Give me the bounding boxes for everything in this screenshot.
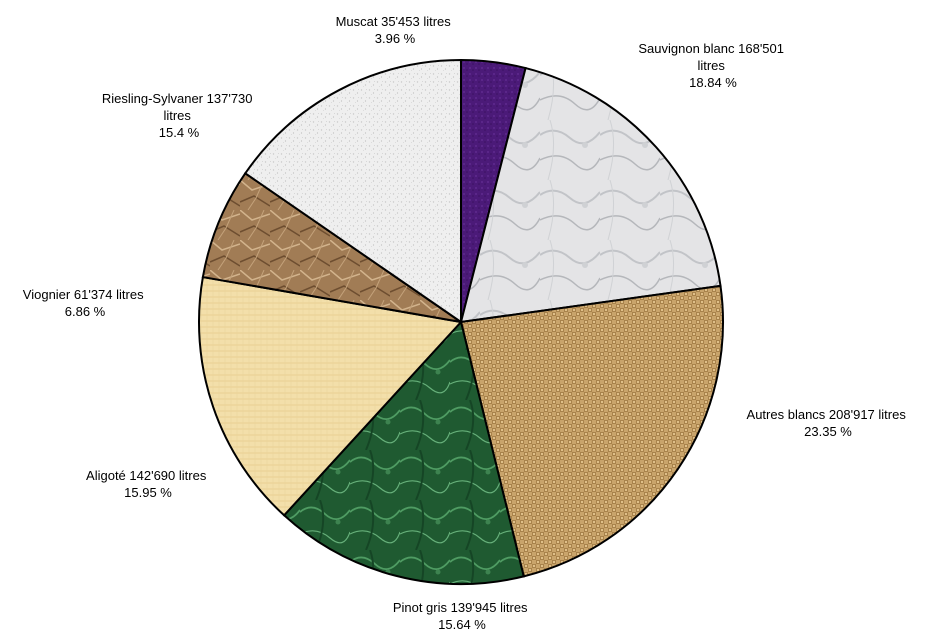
- slice-label-muscat: Muscat 35'453 litres 3.96 %: [336, 14, 455, 46]
- slice-viognier: [201, 171, 462, 323]
- slice-pinot-gris: [282, 319, 525, 586]
- pie-labels: Muscat 35'453 litres 3.96 % Sauvignon bl…: [23, 14, 910, 631]
- slice-label-viognier: Viognier 61'374 litres 6.86 %: [23, 287, 147, 319]
- slice-aligot: [198, 275, 463, 517]
- pie-slices: [198, 58, 724, 586]
- slice-riesling-sylvaner: [243, 58, 462, 324]
- slice-label-aligote: Aligoté 142'690 litres 15.95 %: [86, 468, 210, 500]
- slice-label-pinot-gris: Pinot gris 139'945 litres 15.64 %: [393, 600, 531, 631]
- slice-label-autres-blancs: Autres blancs 208'917 litres 23.35 %: [747, 407, 910, 439]
- slice-label-sauvignon-blanc: Sauvignon blanc 168'501 litres 18.84 %: [638, 41, 787, 90]
- slice-autres-blancs: [459, 284, 724, 578]
- slice-sauvignon-blanc: [459, 66, 722, 324]
- slice-label-riesling-sylvaner: Riesling-Sylvaner 137'730 litres 15.4 %: [102, 91, 256, 140]
